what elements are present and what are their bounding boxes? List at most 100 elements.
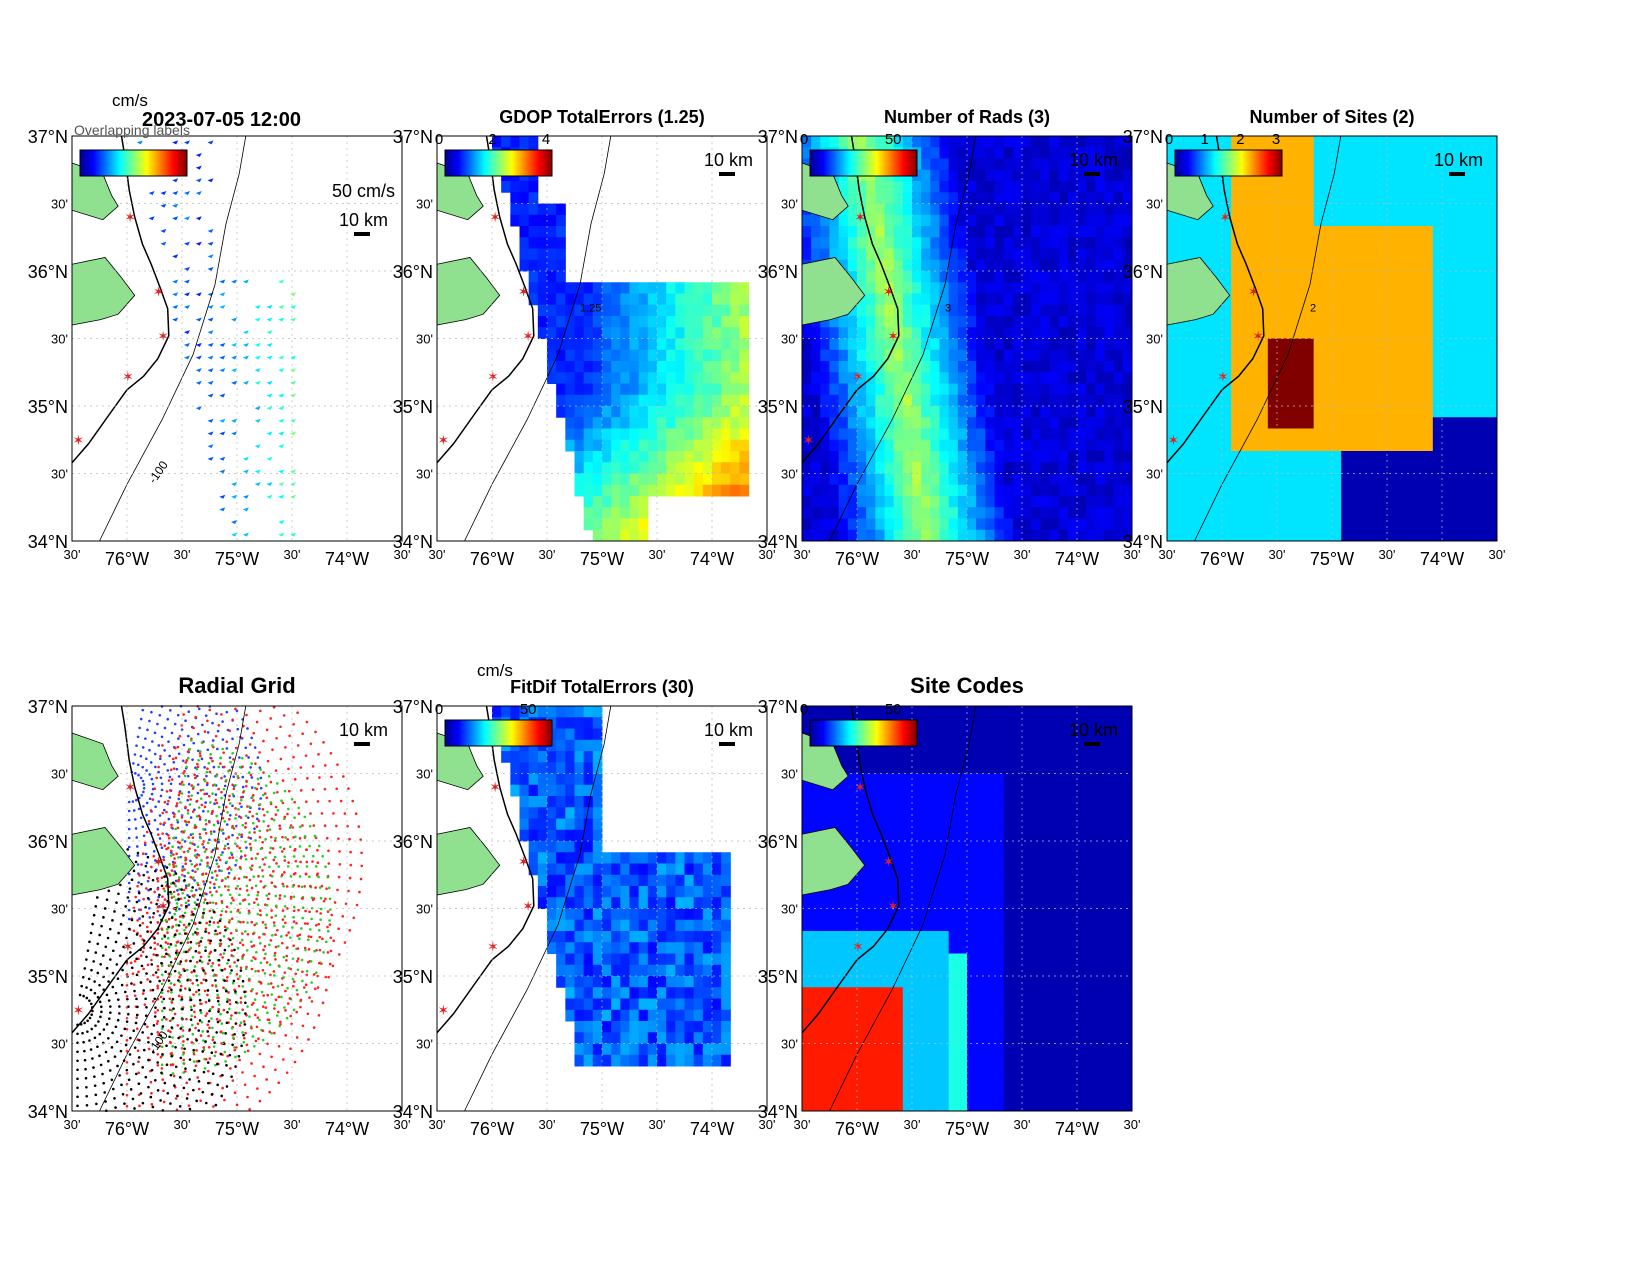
- radial-grid-point: [209, 753, 212, 756]
- field-cell: [1470, 327, 1480, 339]
- field-cell: [675, 327, 685, 339]
- field-cell: [1286, 249, 1296, 261]
- field-cell: [1213, 417, 1223, 429]
- field-cell: [995, 226, 1005, 238]
- field-cell: [967, 429, 977, 441]
- field-cell: [811, 395, 821, 407]
- field-cell: [520, 226, 530, 238]
- field-cell: [921, 192, 931, 204]
- field-cell: [921, 159, 931, 171]
- radial-grid-point: [133, 983, 136, 986]
- field-cell: [1424, 462, 1434, 474]
- radial-grid-point: [262, 875, 265, 878]
- field-cell: [1415, 192, 1425, 204]
- radial-grid-point: [239, 941, 242, 944]
- field-cell: [811, 417, 821, 429]
- radial-grid-point: [203, 846, 206, 849]
- field-cell: [694, 305, 704, 317]
- field-cell: [1332, 249, 1342, 261]
- field-cell: [930, 417, 940, 429]
- field-cell: [1022, 271, 1032, 283]
- field-cell: [1077, 485, 1087, 497]
- field-cell: [1077, 192, 1087, 204]
- field-cell: [639, 372, 649, 384]
- field-cell: [1114, 327, 1124, 339]
- radial-grid-point: [205, 872, 208, 875]
- field-cell: [1114, 462, 1124, 474]
- field-cell: [565, 339, 575, 351]
- field-cell: [1040, 451, 1050, 463]
- field-cell: [921, 237, 931, 249]
- radial-grid-point: [218, 806, 221, 809]
- radial-grid-point: [236, 775, 239, 778]
- field-cell: [1415, 249, 1425, 261]
- field-cell: [694, 282, 704, 294]
- radial-grid-point: [268, 943, 271, 946]
- field-cell: [875, 226, 885, 238]
- radial-grid-point: [168, 755, 171, 758]
- current-vector: [184, 140, 190, 144]
- field-cell: [1378, 305, 1388, 317]
- radial-grid-point: [267, 983, 270, 986]
- field-cell: [1378, 339, 1388, 351]
- field-cell: [976, 170, 986, 182]
- field-cell: [1059, 462, 1069, 474]
- field-cell: [575, 440, 585, 452]
- field-cell: [967, 485, 977, 497]
- field-cell: [1369, 215, 1379, 227]
- field-cell: [1077, 406, 1087, 418]
- radial-grid-point: [306, 865, 309, 868]
- field-cell: [903, 282, 913, 294]
- field-cell: [1341, 474, 1351, 486]
- field-cell: [1114, 361, 1124, 373]
- radial-grid-point: [305, 861, 308, 864]
- field-cell: [1360, 496, 1370, 508]
- field-cell: [1040, 271, 1050, 283]
- field-cell: [940, 417, 950, 429]
- radial-grid-point: [144, 1003, 147, 1006]
- field-cell: [1268, 237, 1278, 249]
- panel-title: GDOP TotalErrors (1.25): [499, 107, 704, 127]
- field-cell: [875, 271, 885, 283]
- field-cell: [1378, 294, 1388, 306]
- field-cell: [538, 305, 548, 317]
- field-cell: [976, 361, 986, 373]
- radial-grid-point: [231, 897, 234, 900]
- field-cell: [620, 440, 630, 452]
- radial-grid-point: [156, 1022, 159, 1025]
- field-cell: [912, 530, 922, 542]
- field-cell: [1378, 147, 1388, 159]
- field-cell: [740, 294, 750, 306]
- field-cell: [839, 350, 849, 362]
- field-cell: [1433, 271, 1443, 283]
- current-vector: [255, 343, 261, 347]
- field-cell: [602, 440, 612, 452]
- radial-grid-point: [204, 850, 207, 853]
- field-cell: [1470, 271, 1480, 283]
- field-cell: [730, 429, 740, 441]
- field-cell: [820, 417, 830, 429]
- radial-grid-point: [284, 746, 287, 749]
- radial-grid-point: [219, 932, 222, 935]
- field-cell: [1460, 294, 1470, 306]
- field-cell: [976, 260, 986, 272]
- field-cell: [1176, 496, 1186, 508]
- field-cell: [630, 350, 640, 362]
- radial-grid-point: [215, 735, 218, 738]
- field-cell: [1105, 384, 1115, 396]
- field-cell: [1415, 440, 1425, 452]
- current-vector: [184, 280, 190, 284]
- field-cell: [529, 215, 539, 227]
- field-cell: [995, 249, 1005, 261]
- radial-grid-point: [232, 1037, 235, 1040]
- radial-grid-point: [174, 944, 177, 947]
- current-vector: [290, 533, 296, 537]
- field-cell: [958, 316, 968, 328]
- field-cell: [620, 339, 630, 351]
- field-cell: [1259, 462, 1269, 474]
- field-cell: [538, 237, 548, 249]
- radial-grid-point: [265, 1006, 268, 1009]
- radial-grid-point: [245, 846, 248, 849]
- field-cell: [1305, 429, 1315, 441]
- field-cell: [740, 462, 750, 474]
